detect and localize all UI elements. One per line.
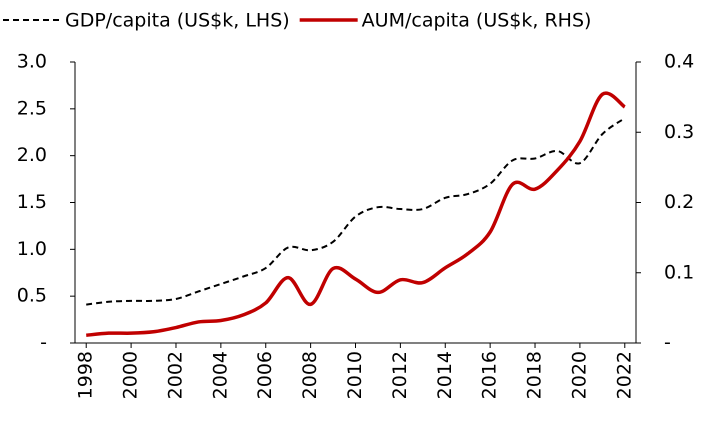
y-tick-label: 0.5 [17,285,47,307]
y-tick-label: - [40,332,47,354]
y-tick-label: 3.0 [17,51,47,73]
x-tick-label: 1998 [75,351,97,399]
legend-label: GDP/capita (US$k, LHS) [65,10,290,32]
y-tick-label: 2.5 [17,97,47,119]
x-tick-label: 2014 [434,351,456,399]
series-line [86,91,626,338]
x-tick-label: 2004 [209,351,231,399]
y-tick-label: 1.5 [17,191,47,213]
x-tick-label: 2012 [389,351,411,399]
y2-tick-label: - [664,332,671,354]
x-tick-label: 2016 [479,351,501,399]
x-tick-label: 2010 [344,351,366,399]
x-tick-label: 2008 [299,351,321,399]
x-tick-label: 2002 [164,351,186,399]
x-tick-label: 2022 [613,351,635,399]
series-line [86,117,626,306]
y2-tick-label: 0.2 [664,191,694,213]
x-tick-label: 2018 [524,351,546,399]
y2-tick-label: 0.3 [664,121,694,143]
y-tick-label: 1.0 [17,238,47,260]
y2-tick-label: 0.1 [664,261,694,283]
x-tick-label: 2020 [568,351,590,399]
x-tick-label: 2006 [254,351,276,399]
legend-label: AUM/capita (US$k, RHS) [362,10,592,32]
y2-tick-label: 0.4 [664,51,694,73]
y-tick-label: 2.0 [17,144,47,166]
x-tick-label: 2000 [120,351,142,399]
